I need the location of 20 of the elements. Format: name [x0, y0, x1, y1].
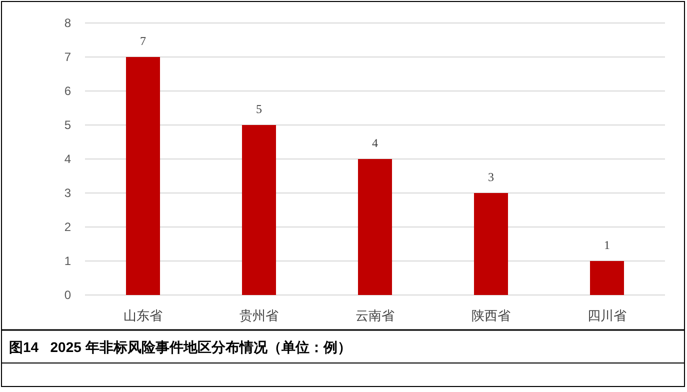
y-tick-label: 5 [64, 118, 72, 132]
y-tick-label: 6 [64, 84, 72, 98]
y-tick-label: 2 [64, 220, 72, 234]
y-tick-label: 1 [64, 254, 72, 268]
y-tick-label: 3 [64, 186, 72, 200]
y-tick-label: 0 [64, 288, 72, 302]
y-tick-label: 8 [64, 16, 72, 30]
y-tick-label: 7 [64, 50, 72, 64]
data-label: 1 [604, 238, 610, 252]
data-label: 5 [256, 102, 262, 116]
x-tick-label: 陕西省 [472, 308, 510, 323]
text: 图14 2025 年非标风险事件地区分布情况（单位：例） [9, 339, 352, 355]
x-tick-label: 云南省 [356, 308, 394, 323]
data-label: 4 [372, 136, 378, 150]
x-tick-label: 四川省 [588, 308, 626, 323]
y-tick-label: 4 [64, 152, 72, 166]
data-label: 7 [140, 34, 146, 48]
data-label: 3 [488, 170, 494, 184]
x-tick-label: 山东省 [124, 308, 162, 323]
x-tick-label: 贵州省 [240, 308, 278, 323]
